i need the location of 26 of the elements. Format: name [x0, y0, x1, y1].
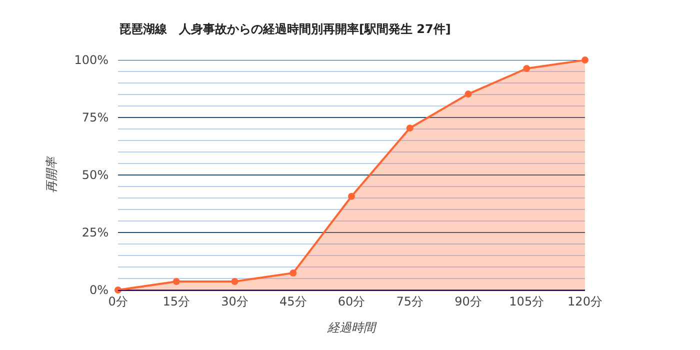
point	[406, 124, 414, 132]
y-tick-label: 50%	[82, 168, 109, 182]
x-tick-label: 15分	[162, 294, 190, 308]
x-tick-label: 105分	[509, 294, 544, 308]
point	[290, 269, 297, 276]
point	[523, 65, 530, 72]
x-tick-label: 120分	[568, 294, 602, 308]
x-tick-label: 45分	[279, 294, 307, 308]
y-tick-label: 75%	[82, 110, 109, 125]
x-tick-label: 30分	[221, 294, 248, 308]
chart-title: 琵琶湖線 人身事故からの経過時間別再開率[駅間発生 27件]	[119, 22, 451, 36]
point	[348, 192, 355, 200]
x-tick-label: 60分	[338, 294, 366, 308]
y-tick-label: 25%	[82, 226, 109, 240]
x-tick-label: 90分	[454, 294, 482, 308]
x-tick-label: 0分	[108, 294, 128, 308]
y-tick-label: 0%	[90, 283, 109, 298]
x-axis-title: 経過時間	[326, 320, 378, 334]
x-tick-label: 75分	[396, 294, 424, 308]
point	[231, 278, 238, 285]
y-axis-title: 再開率	[44, 155, 59, 193]
point	[172, 278, 180, 285]
point	[582, 56, 588, 64]
y-tick-label: 100%	[74, 53, 109, 68]
point	[464, 90, 472, 98]
point	[114, 286, 122, 294]
